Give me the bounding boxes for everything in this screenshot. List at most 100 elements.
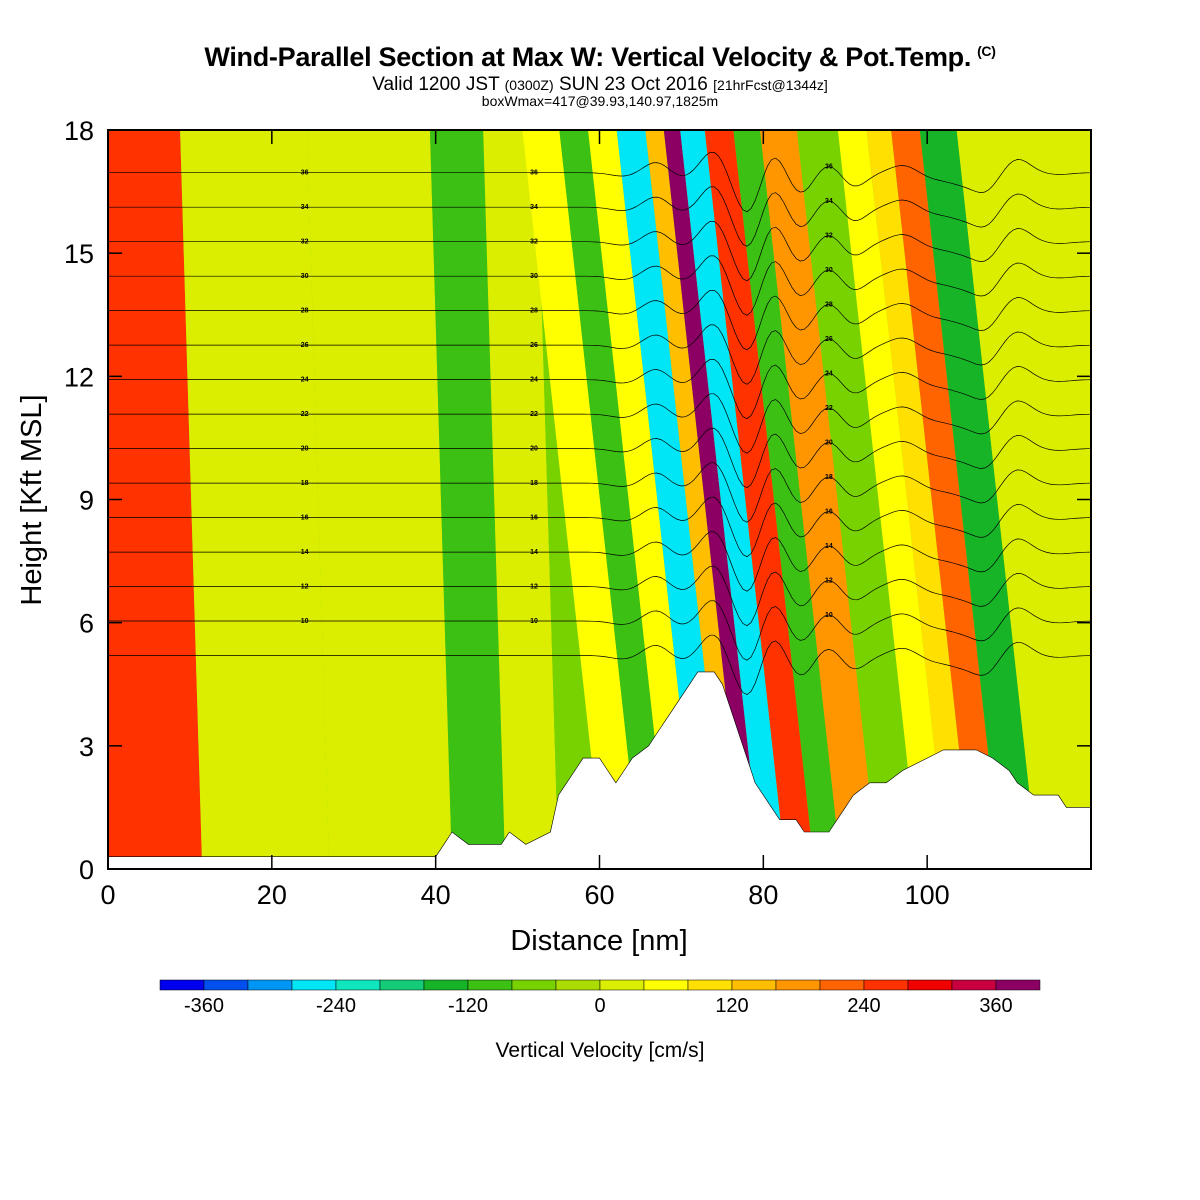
chart-title-text: Wind-Parallel Section at Max W: Vertical… (204, 42, 972, 72)
velocity-band (837, 130, 948, 869)
y-tick-label: 0 (79, 855, 94, 885)
theta-contours (108, 152, 1091, 696)
theta-contour-label: 24 (530, 377, 538, 384)
x-tick-label: 40 (421, 880, 451, 910)
theta-contour-label: 22 (301, 411, 309, 418)
theta-contour-label: 20 (825, 439, 833, 446)
velocity-band (796, 130, 919, 869)
colorbar-swatch (379, 979, 425, 991)
colorbar-swatch (995, 979, 1041, 991)
y-tick-label: 12 (64, 362, 94, 392)
theta-contour-label: 16 (301, 515, 309, 522)
colorbar-title: Vertical Velocity [cm/s] (496, 1039, 705, 1062)
velocity-band (522, 130, 641, 869)
theta-contour (108, 427, 1091, 489)
colorbar-tick-label: -120 (448, 995, 488, 1017)
theta-contour-label: 16 (825, 508, 833, 515)
valid-time-line: Valid 1200 JST (0300Z) SUN 23 Oct 2016 [… (0, 74, 1200, 96)
y-tick-label: 15 (64, 239, 94, 269)
theta-contour-label: 30 (301, 273, 309, 280)
theta-contour-label: 34 (825, 198, 833, 205)
theta-contour-label: 10 (530, 618, 538, 625)
theta-contour-label: 32 (825, 233, 833, 240)
theta-contour-label: 14 (825, 543, 833, 550)
theta-contour-label: 20 (530, 446, 538, 453)
terrain (108, 671, 1091, 869)
velocity-band (108, 130, 203, 869)
copyright-mark: (C) (977, 43, 996, 59)
theta-contour-label: 22 (825, 405, 833, 412)
valid-prefix: Valid 1200 JST (372, 74, 500, 95)
theta-contour (108, 186, 1091, 247)
theta-contour-label: 28 (301, 308, 309, 315)
colorbar-tick-label: -360 (184, 995, 224, 1017)
theta-contour-label: 34 (301, 204, 309, 211)
x-tick-label: 20 (257, 880, 287, 910)
theta-contour-label: 34 (530, 204, 538, 211)
theta-contour (108, 393, 1091, 454)
theta-contour-label: 36 (825, 164, 833, 171)
theta-contour-label: 36 (301, 170, 309, 177)
velocity-band (559, 130, 670, 869)
velocity-band (180, 130, 330, 869)
x-axis-label: Distance [nm] (510, 925, 687, 957)
x-tick-label: 0 (100, 880, 115, 910)
velocity-band (919, 130, 1038, 869)
theta-contour-label: 26 (530, 342, 538, 349)
valid-zulu: (0300Z) (504, 77, 554, 93)
theta-contour (108, 152, 1091, 213)
theta-contour-label: 30 (530, 273, 538, 280)
theta-contour (108, 634, 1091, 696)
theta-contour (108, 324, 1091, 385)
theta-contour-label: 14 (301, 549, 309, 556)
velocity-band (760, 130, 879, 869)
velocity-band (704, 130, 815, 869)
velocity-band (429, 130, 506, 869)
boxwmax-line: boxWmax=417@39.93,140.97,1825m (481, 93, 719, 109)
theta-contour-label: 28 (825, 302, 833, 309)
x-tick-label: 80 (748, 880, 778, 910)
velocity-band (588, 130, 698, 869)
y-tick-label: 6 (79, 609, 94, 639)
y-tick-label: 18 (64, 116, 94, 146)
theta-contour-label: 26 (825, 336, 833, 343)
theta-contour (108, 600, 1091, 661)
colorbar-swatch (907, 979, 953, 991)
colorbar-swatch (423, 979, 469, 991)
theta-contour-label: 18 (530, 480, 538, 487)
velocity-band (866, 130, 973, 869)
velocity-band (891, 130, 1001, 869)
colorbar: -360 -240 -120 0 120 240 360 (159, 979, 1041, 1017)
theta-contour-label: 16 (530, 515, 538, 522)
colorbar-tick-label: -240 (316, 995, 356, 1017)
colorbar-swatch (555, 979, 601, 991)
theta-contour-label: 20 (301, 446, 309, 453)
theta-contour-label: 14 (530, 549, 538, 556)
theta-contour (108, 531, 1091, 592)
theta-contour-labels: 36 36 36 34 34 34 32 32 32 30 30 30 28 28 28 26 26 26 24 24… (301, 164, 833, 625)
colorbar-swatch (819, 979, 865, 991)
theta-contour-label: 12 (825, 577, 833, 584)
y-tick-label: 9 (79, 486, 94, 516)
y-axis-label: Height [Kft MSL] (16, 394, 48, 605)
y-tick-label: 3 (79, 732, 94, 762)
colorbar-swatch (335, 979, 381, 991)
theta-contour-label: 26 (301, 342, 309, 349)
theta-contour (108, 255, 1091, 316)
theta-contour-label: 22 (530, 411, 538, 418)
colorbar-swatch (159, 979, 205, 991)
theta-contour-label: 12 (530, 584, 538, 591)
velocity-field (108, 130, 1091, 869)
theta-contour-label: 24 (301, 377, 309, 384)
velocity-band (956, 130, 1091, 869)
theta-contour (108, 358, 1091, 420)
colorbar-tick-label: 360 (979, 995, 1012, 1017)
theta-contour-label: 28 (530, 308, 538, 315)
x-tick-label: 60 (584, 880, 614, 910)
theta-contour-label: 18 (301, 480, 309, 487)
colorbar-tick-label: 240 (847, 995, 880, 1017)
theta-contour (108, 220, 1091, 282)
theta-contour-label: 32 (301, 239, 309, 246)
theta-contour-label: 12 (301, 584, 309, 591)
